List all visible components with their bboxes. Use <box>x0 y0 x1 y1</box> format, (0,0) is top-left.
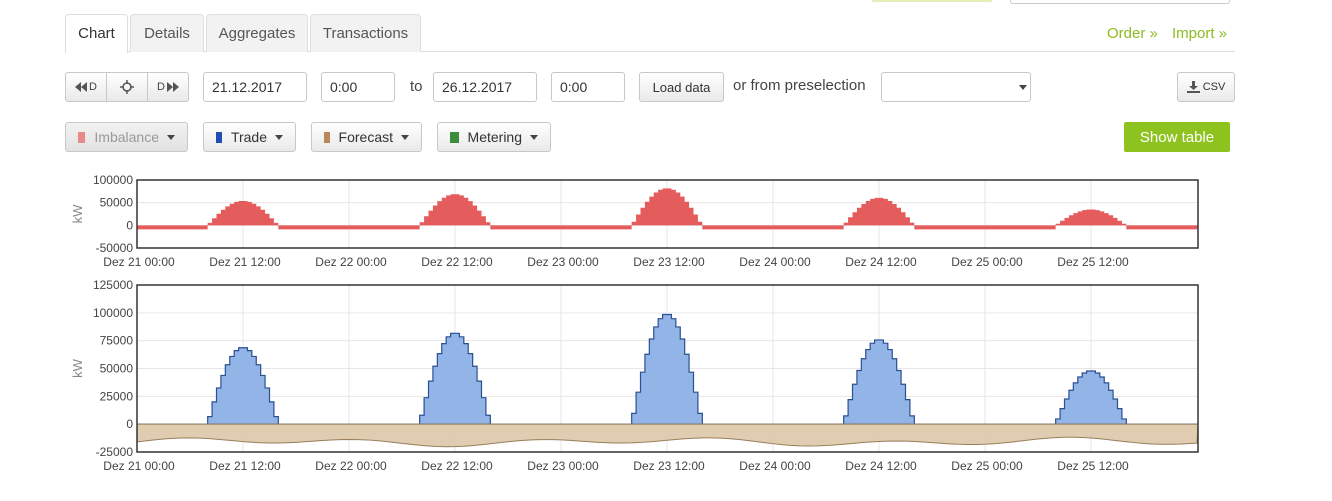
show-table-button[interactable]: Show table <box>1124 122 1230 152</box>
fast-forward-icon <box>172 82 179 92</box>
chevron-down-icon <box>1019 85 1027 90</box>
series-area-2 <box>136 423 1199 448</box>
tab-details[interactable]: Details <box>130 14 204 52</box>
rewind-icon <box>81 82 88 92</box>
csv-label: CSV <box>1202 81 1226 93</box>
y-tick-label: 50000 <box>100 362 134 376</box>
nav-fwd-label: D <box>157 81 165 93</box>
chevron-down-icon <box>530 134 538 140</box>
x-tick-label: Dez 25 12:00 <box>1057 459 1129 473</box>
x-tick-label: Dez 25 00:00 <box>951 255 1023 269</box>
csv-export-button[interactable]: CSV <box>1177 72 1235 102</box>
y-tick-label: 100000 <box>93 306 133 320</box>
tab-bar: Chart Details Aggregates Transactions <box>65 14 1235 53</box>
x-tick-label: Dez 22 12:00 <box>421 255 493 269</box>
x-tick-label: Dez 23 00:00 <box>527 255 599 269</box>
y-tick-label: 125000 <box>93 278 133 292</box>
y-tick-label: 100000 <box>93 173 133 187</box>
from-time-input[interactable]: 0:00 <box>321 72 395 102</box>
trade-series-button[interactable]: Trade <box>203 122 296 152</box>
to-label: to <box>410 78 423 95</box>
series-area-1 <box>137 188 1198 230</box>
forecast-series-button[interactable]: Forecast <box>311 122 422 152</box>
x-tick-label: Dez 22 00:00 <box>315 459 387 473</box>
x-tick-label: Dez 25 00:00 <box>951 459 1023 473</box>
x-tick-label: Dez 22 00:00 <box>315 255 387 269</box>
plot-frame <box>136 284 1199 453</box>
preselection-select[interactable] <box>881 72 1031 102</box>
forecast-swatch <box>324 131 330 143</box>
previous-day-button[interactable]: D <box>66 73 107 101</box>
series-area-1 <box>137 313 1198 425</box>
y-tick-label: -50000 <box>96 241 134 255</box>
x-tick-label: Dez 23 12:00 <box>633 459 705 473</box>
chevron-down-icon <box>167 134 175 140</box>
y-tick-label: 75000 <box>100 334 134 348</box>
imbalance-swatch <box>78 131 86 143</box>
x-tick-label: Dez 23 00:00 <box>527 459 599 473</box>
from-date-input[interactable]: 21.12.2017 <box>203 72 307 102</box>
next-day-button[interactable]: D <box>148 73 188 101</box>
chevron-down-icon <box>401 134 409 140</box>
crosshair-icon <box>120 80 134 94</box>
y-tick-label: -25000 <box>96 445 134 459</box>
x-tick-label: Dez 21 00:00 <box>103 255 175 269</box>
tab-transactions[interactable]: Transactions <box>310 14 421 52</box>
x-tick-label: Dez 24 12:00 <box>845 255 917 269</box>
x-tick-label: Dez 24 12:00 <box>845 459 917 473</box>
fast-forward-icon <box>166 82 173 92</box>
download-icon <box>1186 81 1200 93</box>
order-link[interactable]: Order » <box>1107 25 1158 42</box>
x-tick-label: Dez 21 12:00 <box>209 459 281 473</box>
x-tick-label: Dez 24 00:00 <box>739 459 811 473</box>
y-tick-label: 0 <box>126 218 133 232</box>
imbalance-label: Imbalance <box>94 129 159 145</box>
tab-chart[interactable]: Chart <box>65 14 128 53</box>
y-tick-label: 0 <box>126 417 133 431</box>
metering-label: Metering <box>467 129 522 145</box>
y-axis-label: kW <box>70 204 85 224</box>
rewind-icon <box>75 82 82 92</box>
top-status-bar-fragment <box>872 0 992 2</box>
nav-back-label: D <box>89 81 97 93</box>
y-axis-label: kW <box>70 358 85 378</box>
center-button[interactable] <box>107 73 148 101</box>
preselection-label: or from preselection <box>733 77 866 94</box>
metering-series-button[interactable]: Metering <box>437 122 551 152</box>
metering-swatch <box>450 131 459 143</box>
trade-label: Trade <box>230 129 267 145</box>
tab-aggregates[interactable]: Aggregates <box>206 14 308 52</box>
forecast-label: Forecast <box>338 129 393 145</box>
time-navigation-group: D D <box>65 72 189 102</box>
chevron-down-icon <box>275 134 283 140</box>
plot-frame <box>136 179 1199 249</box>
load-data-button[interactable]: Load data <box>639 72 724 102</box>
y-tick-label: 25000 <box>100 389 134 403</box>
x-tick-label: Dez 22 12:00 <box>421 459 493 473</box>
trade-swatch <box>216 131 222 143</box>
x-tick-label: Dez 21 12:00 <box>209 255 281 269</box>
to-date-input[interactable]: 26.12.2017 <box>433 72 537 102</box>
to-time-input[interactable]: 0:00 <box>551 72 625 102</box>
y-tick-label: 50000 <box>100 196 134 210</box>
x-tick-label: Dez 24 00:00 <box>739 255 811 269</box>
x-tick-label: Dez 23 12:00 <box>633 255 705 269</box>
imbalance-series-button[interactable]: Imbalance <box>65 122 188 152</box>
top-search-fragment <box>1010 0 1230 4</box>
x-tick-label: Dez 21 00:00 <box>103 459 175 473</box>
x-tick-label: Dez 25 12:00 <box>1057 255 1129 269</box>
import-link[interactable]: Import » <box>1172 25 1228 42</box>
